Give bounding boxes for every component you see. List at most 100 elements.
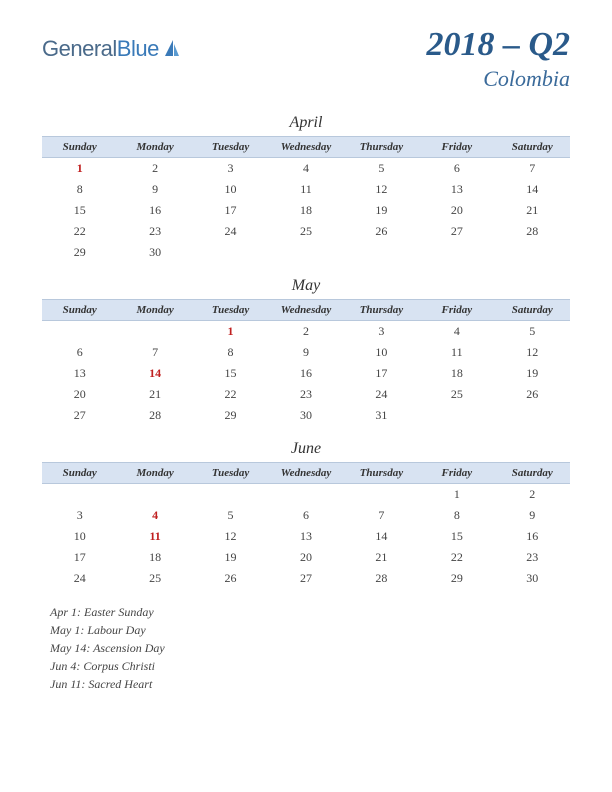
day-header: Sunday xyxy=(42,463,117,484)
header: GeneralBlue 2018 – Q2 Colombia xyxy=(42,28,570,92)
calendar-cell: 20 xyxy=(268,547,343,568)
calendar-cell: 24 xyxy=(42,568,117,589)
month-block: MaySundayMondayTuesdayWednesdayThursdayF… xyxy=(42,277,570,426)
calendar-row: 12 xyxy=(42,484,570,506)
logo: GeneralBlue xyxy=(42,36,181,63)
calendar-row: 891011121314 xyxy=(42,179,570,200)
calendar-cell: 17 xyxy=(42,547,117,568)
calendar-cell xyxy=(117,321,192,343)
calendar-row: 13141516171819 xyxy=(42,363,570,384)
calendar-cell xyxy=(42,484,117,506)
calendar-cell xyxy=(495,242,570,263)
holiday-item: May 14: Ascension Day xyxy=(50,639,570,657)
calendar-cell xyxy=(419,405,494,426)
calendar-cell: 23 xyxy=(268,384,343,405)
logo-blue: Blue xyxy=(117,36,159,61)
calendar-row: 2930 xyxy=(42,242,570,263)
calendar-cell: 7 xyxy=(344,505,419,526)
title-country: Colombia xyxy=(426,66,570,92)
calendar-cell: 27 xyxy=(42,405,117,426)
calendar-cell: 1 xyxy=(42,158,117,180)
month-block: April SundayMondayTuesdayWednesdayThursda… xyxy=(42,114,570,263)
calendar-cell: 4 xyxy=(117,505,192,526)
calendar-cell: 23 xyxy=(495,547,570,568)
calendar-cell: 4 xyxy=(419,321,494,343)
calendar-cell: 27 xyxy=(268,568,343,589)
calendar-cell: 4 xyxy=(268,158,343,180)
calendar-cell: 8 xyxy=(42,179,117,200)
day-header: Monday xyxy=(117,300,192,321)
calendar-cell xyxy=(268,242,343,263)
calendar-cell xyxy=(344,484,419,506)
calendar-cell: 14 xyxy=(344,526,419,547)
calendar-row: 15161718192021 xyxy=(42,200,570,221)
calendar-cell: 2 xyxy=(495,484,570,506)
calendar-cell: 19 xyxy=(193,547,268,568)
calendar-row: 10111213141516 xyxy=(42,526,570,547)
calendar-cell: 12 xyxy=(344,179,419,200)
calendar-cell: 18 xyxy=(117,547,192,568)
calendar-table: SundayMondayTuesdayWednesdayThursdayFrid… xyxy=(42,299,570,426)
calendar-row: 20212223242526 xyxy=(42,384,570,405)
calendar-cell: 22 xyxy=(193,384,268,405)
calendar-cell: 3 xyxy=(193,158,268,180)
calendar-cell: 24 xyxy=(344,384,419,405)
calendar-cell: 10 xyxy=(42,526,117,547)
calendar-cell: 14 xyxy=(495,179,570,200)
calendars-container: AprilSundayMondayTuesdayWednesdayThursda… xyxy=(42,114,570,589)
calendar-cell xyxy=(419,242,494,263)
day-header: Monday xyxy=(117,137,192,158)
calendar-cell: 7 xyxy=(495,158,570,180)
calendar-row: 22232425262728 xyxy=(42,221,570,242)
day-header: Friday xyxy=(419,463,494,484)
calendar-cell: 6 xyxy=(419,158,494,180)
calendar-cell: 16 xyxy=(117,200,192,221)
logo-sail-icon xyxy=(163,38,181,63)
calendar-table: SundayMondayTuesdayWednesdayThursdayFrid… xyxy=(42,462,570,589)
day-header: Friday xyxy=(419,300,494,321)
calendar-cell xyxy=(42,321,117,343)
calendar-row: 3456789 xyxy=(42,505,570,526)
day-header: Saturday xyxy=(495,300,570,321)
calendar-cell: 3 xyxy=(42,505,117,526)
day-header: Wednesday xyxy=(268,137,343,158)
calendar-cell xyxy=(193,484,268,506)
calendar-row: 1234567 xyxy=(42,158,570,180)
calendar-cell xyxy=(117,484,192,506)
calendar-cell: 19 xyxy=(344,200,419,221)
calendar-cell: 21 xyxy=(495,200,570,221)
calendar-table: SundayMondayTuesdayWednesdayThursdayFrid… xyxy=(42,136,570,263)
calendar-cell: 13 xyxy=(268,526,343,547)
calendar-cell xyxy=(344,242,419,263)
calendar-cell: 6 xyxy=(268,505,343,526)
day-header: Tuesday xyxy=(193,300,268,321)
calendar-cell: 14 xyxy=(117,363,192,384)
calendar-cell: 29 xyxy=(193,405,268,426)
calendar-cell: 16 xyxy=(268,363,343,384)
calendar-cell: 25 xyxy=(419,384,494,405)
calendar-row: 6789101112 xyxy=(42,342,570,363)
calendar-cell: 21 xyxy=(344,547,419,568)
calendar-cell xyxy=(495,405,570,426)
calendar-row: 12345 xyxy=(42,321,570,343)
holiday-item: Jun 11: Sacred Heart xyxy=(50,675,570,693)
calendar-cell: 26 xyxy=(193,568,268,589)
calendar-cell: 12 xyxy=(495,342,570,363)
calendar-cell: 19 xyxy=(495,363,570,384)
day-header: Thursday xyxy=(344,463,419,484)
calendar-cell: 10 xyxy=(344,342,419,363)
calendar-cell: 25 xyxy=(268,221,343,242)
day-header: Saturday xyxy=(495,137,570,158)
calendar-cell: 13 xyxy=(42,363,117,384)
calendar-cell: 22 xyxy=(419,547,494,568)
day-header: Thursday xyxy=(344,300,419,321)
calendar-cell: 21 xyxy=(117,384,192,405)
calendar-cell: 15 xyxy=(193,363,268,384)
month-name: April xyxy=(42,114,570,132)
calendar-cell: 15 xyxy=(419,526,494,547)
day-header: Wednesday xyxy=(268,300,343,321)
calendar-row: 2728293031 xyxy=(42,405,570,426)
calendar-cell: 5 xyxy=(344,158,419,180)
holidays-list: Apr 1: Easter SundayMay 1: Labour DayMay… xyxy=(42,603,570,693)
calendar-cell: 30 xyxy=(117,242,192,263)
